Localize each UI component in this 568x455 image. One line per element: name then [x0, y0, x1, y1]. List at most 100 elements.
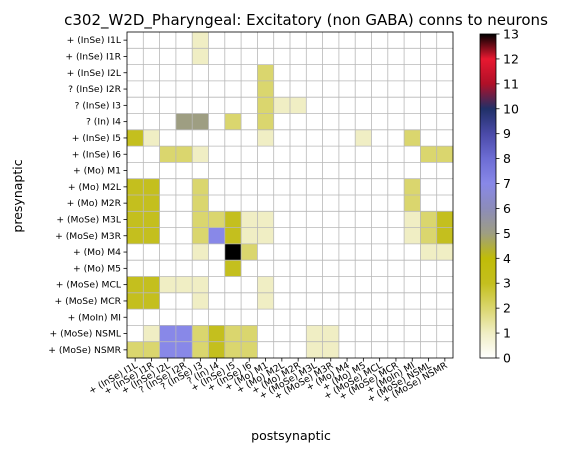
y-axis-label: presynaptic	[10, 159, 25, 232]
heatmap-cell	[306, 260, 323, 277]
heatmap-cell	[338, 64, 356, 82]
heatmap-cell	[208, 211, 225, 228]
heatmap-cell	[175, 292, 193, 310]
heatmap-cell	[257, 129, 274, 147]
heatmap-cell	[208, 129, 225, 147]
heatmap-cell	[241, 227, 258, 245]
heatmap-cell	[208, 260, 225, 277]
heatmap-cell	[143, 146, 160, 163]
heatmap-cell	[338, 211, 356, 228]
heatmap-cell	[306, 195, 323, 212]
heatmap-cell	[175, 48, 193, 65]
heatmap-cell	[192, 227, 209, 245]
heatmap-cell	[241, 97, 258, 114]
heatmap-cell	[159, 309, 177, 326]
heatmap-cell	[224, 227, 242, 245]
heatmap-cell	[224, 64, 242, 82]
row-tick-label: + (Mo) M2L	[68, 182, 122, 193]
heatmap-cell	[306, 32, 323, 49]
heatmap-cell	[355, 162, 372, 179]
heatmap-cell	[257, 195, 274, 212]
heatmap-cell	[143, 64, 160, 82]
heatmap-cell	[355, 129, 372, 147]
row-tick-label: + (MoSe) M3R	[55, 231, 122, 242]
heatmap-cell	[371, 162, 388, 179]
heatmap-cell	[273, 276, 291, 293]
chart-title: c302_W2D_Pharyngeal: Excitatory (non GAB…	[64, 11, 548, 30]
heatmap-cell	[387, 64, 405, 82]
heatmap-cell	[208, 325, 225, 342]
heatmap-cell	[159, 162, 177, 179]
heatmap-cell	[143, 227, 160, 245]
heatmap-cell	[338, 325, 356, 342]
heatmap-cell	[371, 292, 388, 310]
heatmap-cell	[420, 48, 437, 65]
heatmap-cell	[436, 243, 454, 261]
heatmap-cell	[143, 260, 160, 277]
heatmap-cell	[387, 243, 405, 261]
heatmap-cell	[143, 325, 160, 342]
heatmap-cell	[322, 129, 340, 147]
heatmap-cell	[338, 276, 356, 293]
heatmap-cell	[371, 178, 388, 196]
heatmap-cell	[273, 162, 291, 179]
heatmap-cell	[159, 32, 177, 49]
heatmap-cell	[371, 129, 388, 147]
heatmap-cell	[338, 227, 356, 245]
heatmap-cell	[241, 64, 258, 82]
heatmap-cell	[420, 341, 437, 359]
heatmap-cell	[404, 260, 421, 277]
heatmap-cell	[159, 243, 177, 261]
heatmap-cell	[159, 97, 177, 114]
heatmap-cell	[436, 129, 454, 147]
heatmap-cell	[322, 243, 340, 261]
heatmap-cell	[192, 32, 209, 49]
row-labels: + (InSe) I1L + (InSe) I1R + (InSe) I2L ? (I…	[48, 35, 127, 356]
heatmap-cell	[322, 97, 340, 114]
heatmap-cell	[420, 178, 437, 196]
heatmap-cell	[192, 211, 209, 228]
heatmap-cell	[355, 48, 372, 65]
heatmap-cell	[404, 309, 421, 326]
heatmap-cell	[241, 211, 258, 228]
heatmap-cell	[208, 309, 225, 326]
heatmap-cell	[143, 162, 160, 179]
row-tick-label: ? (InSe) I3	[75, 100, 122, 111]
heatmap-cell	[387, 195, 405, 212]
heatmap-cell	[257, 227, 274, 245]
heatmap-cell	[192, 97, 209, 114]
heatmap-cell	[322, 292, 340, 310]
heatmap-cell	[241, 178, 258, 196]
heatmap-grid	[127, 32, 453, 358]
heatmap-cell	[306, 325, 323, 342]
heatmap-cell	[127, 276, 144, 293]
heatmap-cell	[273, 146, 291, 163]
heatmap-cell	[159, 178, 177, 196]
heatmap-cell	[241, 195, 258, 212]
heatmap-cell	[306, 243, 323, 261]
heatmap-cell	[420, 97, 437, 114]
heatmap-cell	[127, 178, 144, 196]
heatmap-cell	[257, 309, 274, 326]
heatmap-cell	[371, 48, 388, 65]
heatmap-cell	[338, 48, 356, 65]
heatmap-cell	[420, 113, 437, 130]
heatmap-cell	[159, 146, 177, 163]
heatmap-cell	[192, 162, 209, 179]
heatmap-cell	[224, 325, 242, 342]
heatmap-cell	[192, 325, 209, 342]
row-tick-label: + (InSe) I1R	[65, 51, 121, 62]
heatmap-cell	[371, 309, 388, 326]
heatmap-cell	[224, 113, 242, 130]
heatmap-cell	[436, 32, 454, 49]
heatmap-cell	[143, 195, 160, 212]
heatmap-cell	[290, 243, 307, 261]
heatmap-cell	[192, 260, 209, 277]
heatmap-cell	[387, 80, 405, 98]
heatmap-cell	[387, 32, 405, 49]
heatmap-cell	[143, 80, 160, 98]
heatmap-cell	[273, 32, 291, 49]
heatmap-cell	[306, 129, 323, 147]
